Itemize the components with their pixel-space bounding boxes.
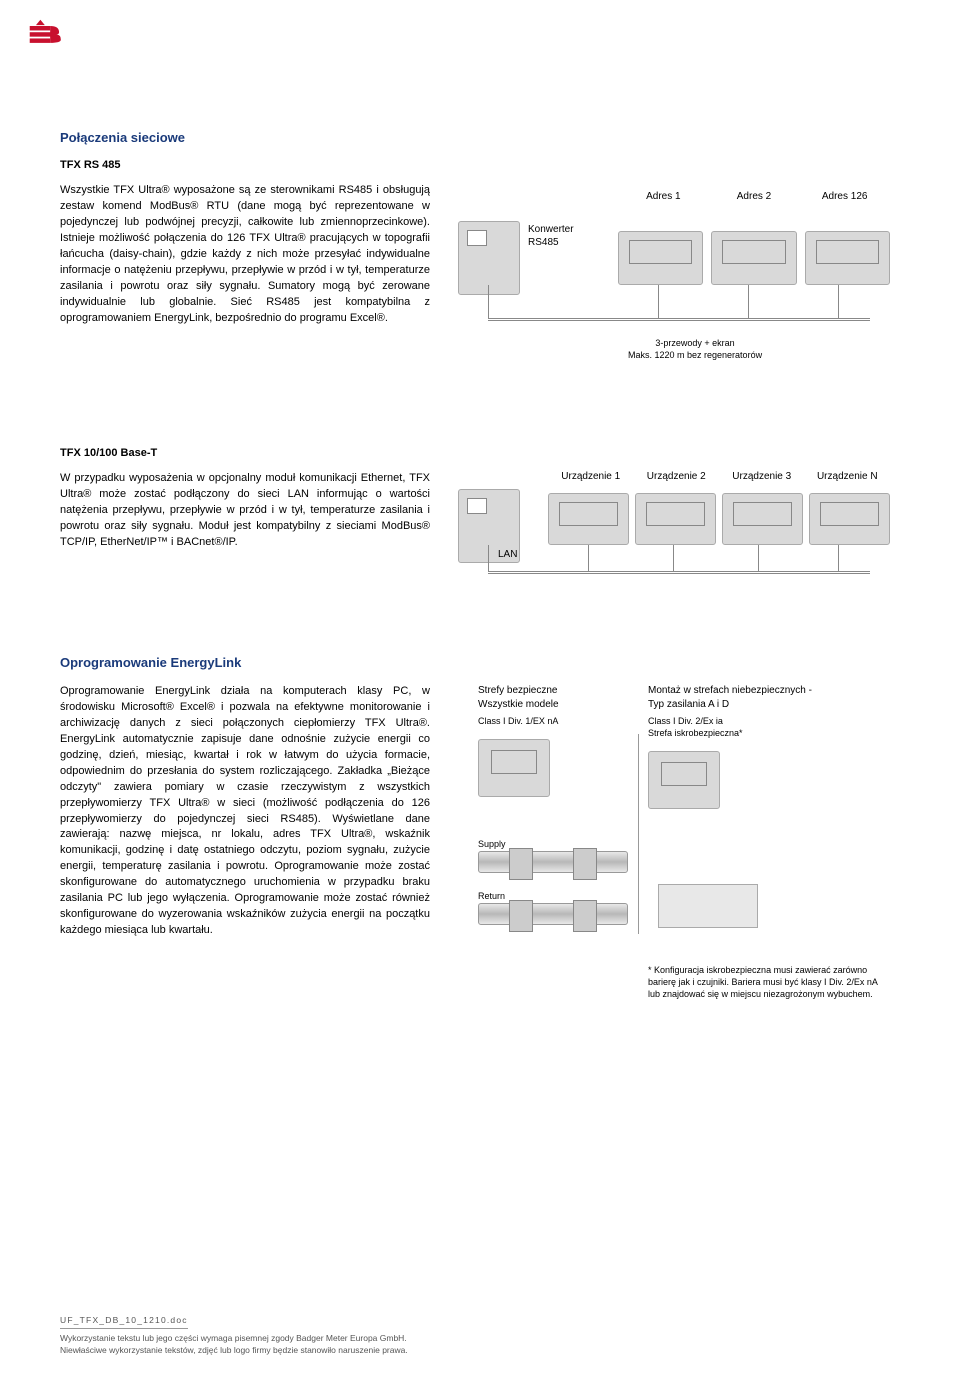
lan-bus-line bbox=[488, 571, 870, 574]
meter-box bbox=[648, 751, 720, 809]
bus-drop bbox=[838, 545, 839, 571]
footer-file: UF_TFX_DB_10_1210.doc bbox=[60, 1315, 188, 1329]
brand-logo bbox=[25, 18, 70, 58]
device-label: Urządzenie 1 bbox=[548, 471, 634, 482]
lan-label: LAN bbox=[498, 549, 517, 560]
zone-haz-title: Montaż w strefach niebezpiecznych - bbox=[648, 684, 868, 698]
device-box bbox=[809, 493, 890, 545]
addr-label: Adres 2 bbox=[709, 191, 800, 202]
zone-divider bbox=[638, 734, 639, 934]
meter-box bbox=[478, 739, 550, 797]
section2-sub: TFX 10/100 Base-T bbox=[60, 447, 900, 459]
zone-safe-sub: Wszystkie modele bbox=[478, 698, 628, 712]
footer-line1: Wykorzystanie tekstu lub jego części wym… bbox=[60, 1333, 407, 1343]
lan-diagram: Urządzenie 1 Urządzenie 2 Urządzenie 3 U… bbox=[458, 471, 900, 611]
section2-body: W przypadku wyposażenia w opcjonalny mod… bbox=[60, 471, 430, 551]
section3-heading: Oprogramowanie EnergyLink bbox=[60, 655, 900, 670]
bus-drop bbox=[588, 545, 589, 571]
install-diagram: Strefy bezpieczne Wszystkie modele Class… bbox=[458, 684, 900, 1034]
section3-body: Oprogramowanie EnergyLink działa na komp… bbox=[60, 684, 430, 939]
device-box bbox=[635, 493, 716, 545]
bus-drop bbox=[838, 285, 839, 318]
device-label: Urządzenie 2 bbox=[634, 471, 720, 482]
bus-drop bbox=[673, 545, 674, 571]
converter-box bbox=[458, 221, 520, 295]
barrier-box bbox=[658, 884, 758, 928]
return-label: Return bbox=[478, 891, 638, 901]
pipe-return bbox=[478, 903, 628, 925]
page-footer: UF_TFX_DB_10_1210.doc Wykorzystanie teks… bbox=[60, 1315, 900, 1356]
device-box bbox=[805, 231, 890, 285]
section1-body: Wszystkie TFX Ultra® wyposażone są ze st… bbox=[60, 183, 430, 326]
bus-drop bbox=[748, 285, 749, 318]
addr-label: Adres 126 bbox=[799, 191, 890, 202]
bus-drop bbox=[488, 285, 489, 318]
zone-safe-title: Strefy bezpieczne bbox=[478, 684, 628, 698]
bus-drop bbox=[758, 545, 759, 571]
bus-note: 3-przewody + ekran Maks. 1220 m bez rege… bbox=[628, 338, 762, 361]
class-right: Class I Div. 2/Ex ia Strefa iskrobezpiec… bbox=[648, 715, 868, 739]
converter-label: Konwerter RS485 bbox=[528, 223, 574, 249]
rs485-diagram: Adres 1 Adres 2 Adres 126 Konwerter RS48… bbox=[458, 183, 900, 403]
device-box bbox=[711, 231, 796, 285]
device-label: Urządzenie 3 bbox=[719, 471, 805, 482]
addr-label: Adres 1 bbox=[618, 191, 709, 202]
bus-drop bbox=[658, 285, 659, 318]
section1-heading: Połączenia sieciowe bbox=[60, 130, 900, 145]
zone-haz-sub: Typ zasilania A i D bbox=[648, 698, 868, 712]
bus-drop bbox=[488, 545, 489, 571]
device-box bbox=[548, 493, 629, 545]
bus-line bbox=[488, 318, 870, 321]
class-left: Class I Div. 1/EX nA bbox=[478, 715, 628, 727]
device-label: Urządzenie N bbox=[805, 471, 891, 482]
install-footnote: * Konfiguracja iskrobezpieczna musi zawi… bbox=[648, 964, 878, 1000]
footer-line2: Niewłaściwe wykorzystanie tekstów, zdjęć… bbox=[60, 1345, 408, 1355]
pipe-supply bbox=[478, 851, 628, 873]
supply-label: Supply bbox=[478, 839, 638, 849]
device-box bbox=[618, 231, 703, 285]
section1-sub: TFX RS 485 bbox=[60, 159, 900, 171]
device-box bbox=[722, 493, 803, 545]
